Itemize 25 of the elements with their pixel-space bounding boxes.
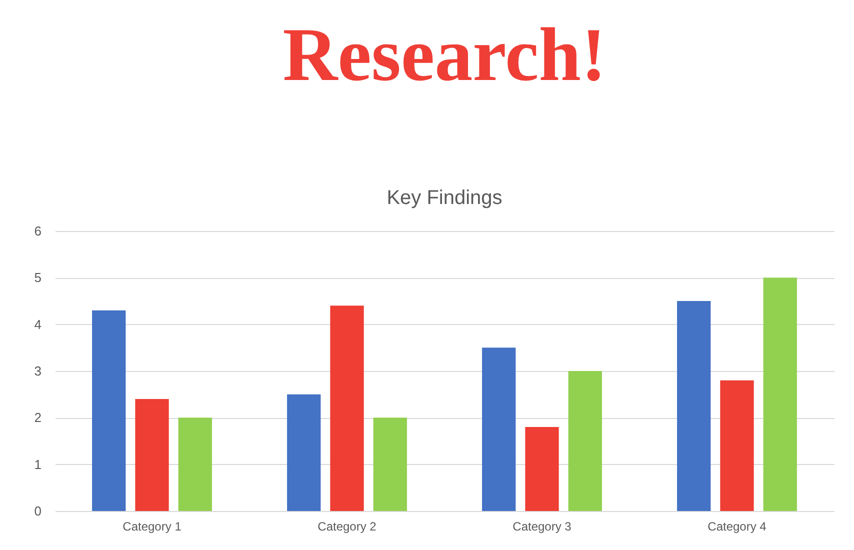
y-tick-label: 3 xyxy=(34,364,42,378)
bar xyxy=(178,418,212,511)
bar xyxy=(482,348,516,511)
bar xyxy=(763,278,797,511)
bar xyxy=(720,380,754,511)
y-tick-label: 4 xyxy=(34,316,42,332)
bar xyxy=(287,394,321,511)
bar xyxy=(568,371,602,511)
bar xyxy=(92,310,126,511)
x-tick-label: Category 1 xyxy=(122,520,182,534)
bar xyxy=(330,306,364,511)
x-tick-label: Category 3 xyxy=(512,520,572,534)
y-tick-label: 0 xyxy=(34,504,42,518)
y-tick-label: 2 xyxy=(34,410,42,426)
y-tick-label: 6 xyxy=(34,224,42,238)
bar xyxy=(135,399,169,511)
x-tick-label: Category 2 xyxy=(318,520,377,534)
y-tick-label: 5 xyxy=(34,270,42,286)
y-tick-label: 1 xyxy=(34,456,42,472)
x-tick-label: Category 4 xyxy=(708,520,767,534)
bar xyxy=(677,301,711,511)
bar xyxy=(373,418,407,511)
chart-subtitle: Key Findings xyxy=(386,187,502,209)
bar xyxy=(525,427,559,511)
chart-title: Research! xyxy=(282,13,606,97)
